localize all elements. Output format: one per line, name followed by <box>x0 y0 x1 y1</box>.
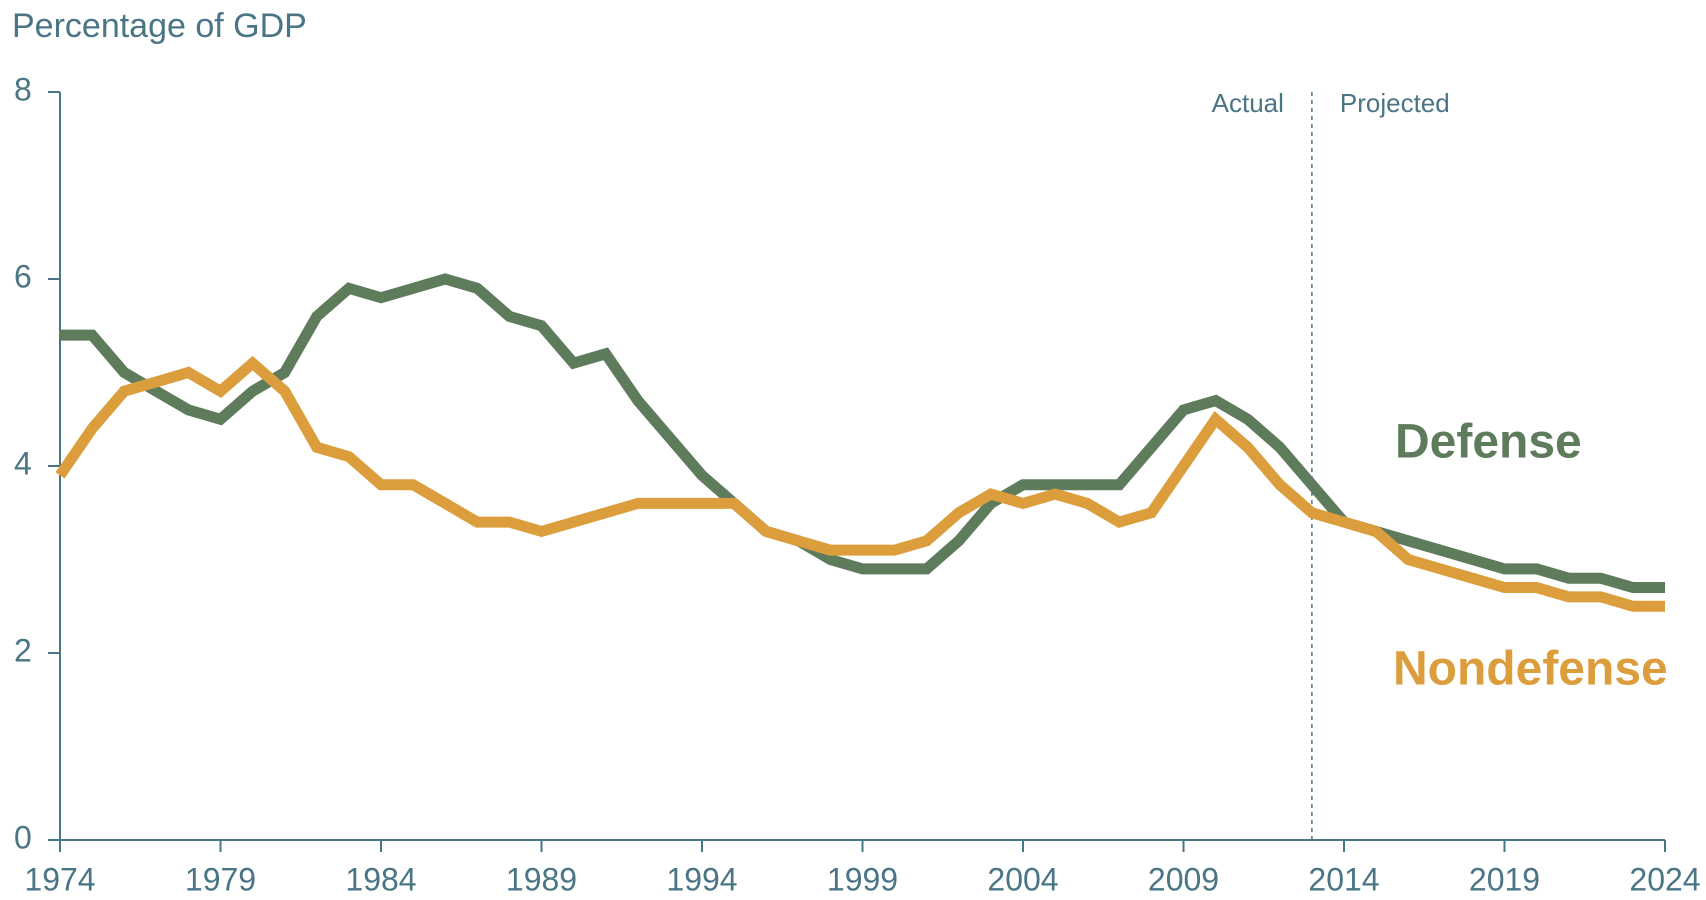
y-tick-label: 6 <box>14 258 32 294</box>
series-line <box>60 273 1665 594</box>
projected-label: Projected <box>1340 88 1450 118</box>
x-tick-label: 1994 <box>666 861 737 897</box>
y-tick-label: 0 <box>14 819 32 855</box>
x-tick-label: 2024 <box>1629 861 1700 897</box>
y-tick-label: 2 <box>14 632 32 668</box>
y-axis-label: Percentage of GDP <box>12 7 307 45</box>
x-tick-label: 2014 <box>1308 861 1379 897</box>
x-tick-label: 2009 <box>1148 861 1219 897</box>
series-label: Defense <box>1395 416 1582 469</box>
actual-label: Actual <box>1212 88 1284 118</box>
x-tick-label: 1989 <box>506 861 577 897</box>
x-tick-label: 2004 <box>987 861 1058 897</box>
x-tick-label: 2019 <box>1469 861 1540 897</box>
x-tick-label: 1999 <box>827 861 898 897</box>
y-tick-label: 4 <box>14 445 32 481</box>
x-tick-label: 1974 <box>24 861 95 897</box>
series-line <box>55 355 1665 612</box>
x-tick-label: 1979 <box>185 861 256 897</box>
series-label: Nondefense <box>1393 643 1668 696</box>
y-tick-label: 8 <box>14 71 32 107</box>
x-tick-label: 1984 <box>345 861 416 897</box>
